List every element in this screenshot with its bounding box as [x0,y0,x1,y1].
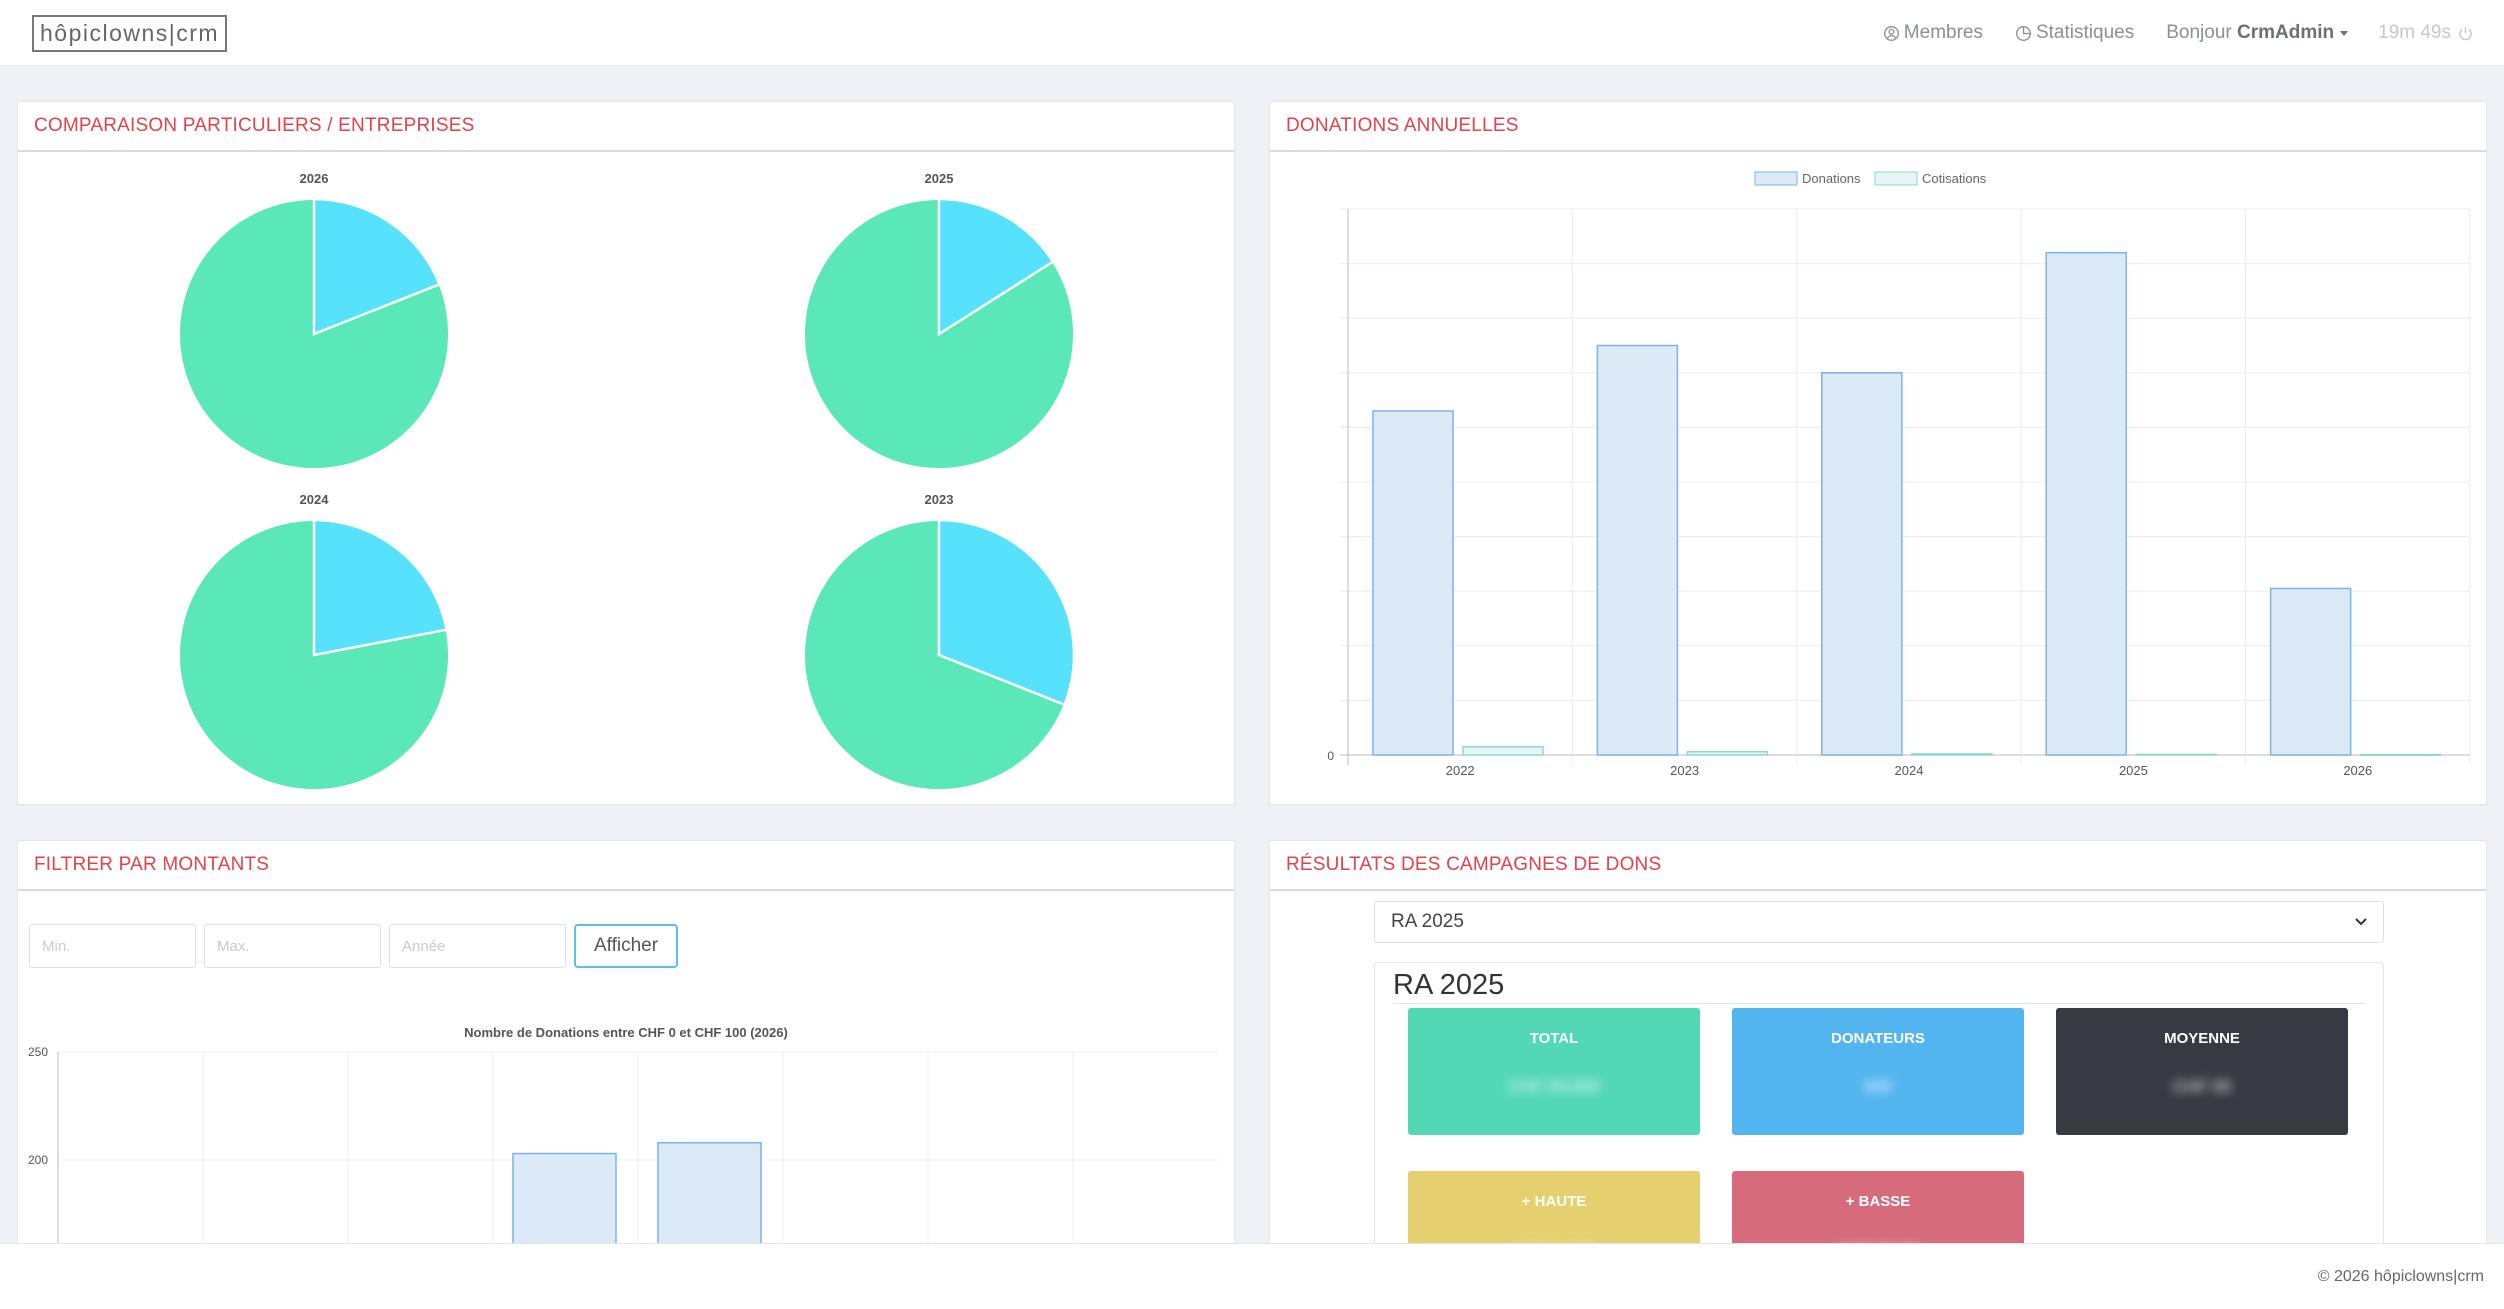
pie-chart-icon [2016,25,2031,41]
stat-total: TOTAL CHF 00,000 [1408,1008,1700,1135]
show-button[interactable]: Afficher [574,924,679,968]
bar-cotisations [2359,753,2442,756]
max-amount-input[interactable] [204,924,381,968]
min-amount-input[interactable] [29,924,196,968]
pie-chart [178,518,450,791]
legend-label-donations: Donations [1802,171,1861,186]
pie-slice-entreprises [937,197,1055,337]
stat-label: TOTAL [1529,1030,1579,1047]
bar-cotisations [2135,753,2217,756]
x-tick-label: 2024 [1895,763,1924,778]
chevron-down-icon [2355,918,2367,926]
top-navbar: hôpiclowns|crm Membres Statistiques Bonj… [0,0,2504,66]
x-tick-label: 2025 [2119,763,2148,778]
main-nav: Membres Statistiques Bonjour CrmAdmin 19… [1851,0,2474,66]
stat-label: + HAUTE [1521,1193,1587,1210]
bar-donations [1596,344,1679,756]
bar-donations [1821,372,1903,756]
chart-title: Nombre de Donations entre CHF 0 et CHF 1… [464,1025,788,1040]
stat-donors: DONATEURS 000 [1732,1008,2024,1135]
nav-members[interactable]: Membres [1883,22,1983,44]
bar-cotisations [1686,750,1769,756]
stat-label: DONATEURS [1831,1030,1925,1047]
bar-cotisations [1911,753,1993,756]
legend-swatch-cotisations [1874,171,1918,186]
campaign-select-value: RA 2025 [1391,911,1464,932]
pie-chart [178,197,450,470]
pie-slice-entreprises [312,518,449,657]
stat-value: CHF 00 [2172,1077,2232,1096]
x-tick-label: 2023 [1670,763,1699,778]
username: CrmAdmin [2237,22,2335,43]
greeting-text: Bonjour [2166,22,2232,43]
filter-form: Afficher [29,924,679,968]
session-timer-value: 19m 49s [2378,22,2451,43]
session-timer[interactable]: 19m 49s [2378,22,2474,44]
filter-panel: FILTRER PAR MONTANTS Afficher Nombre de … [17,840,1235,1250]
footer-copyright: © 2026 hôpiclowns|crm [2317,1268,2484,1285]
chart-legend: Donations Cotisations [1754,171,1987,186]
y-tick-label: 200 [28,1153,48,1167]
bar-donations [2269,587,2352,756]
legend-label-cotisations: Cotisations [1922,171,1987,186]
pie-title: 2025 [924,171,954,186]
panel-title: DONATIONS ANNUELLES [1286,115,1519,136]
nav-members-label: Membres [1903,22,1983,43]
app-logo[interactable]: hôpiclowns|crm [32,15,228,52]
pie-title: 2026 [299,171,329,186]
pie-slice-entreprises [937,518,1076,707]
annual-donations-panel: DONATIONS ANNUELLES Donations Cotisations… [1269,101,2487,805]
panel-title: RÉSULTATS DES CAMPAGNES DE DONS [1286,854,1662,875]
campaign-results-panel: RÉSULTATS DES CAMPAGNES DE DONS RA 2025 … [1269,840,2487,1250]
panel-header: RÉSULTATS DES CAMPAGNES DE DONS [1270,841,2486,891]
pie-title: 2024 [299,492,329,507]
panel-title: FILTRER PAR MONTANTS [34,854,270,875]
stat-highest: + HAUTECHF 0,000 [1408,1171,1700,1249]
user-menu[interactable]: Bonjour CrmAdmin [2166,22,2349,44]
stat-lowest: + BASSECHF 00.00 [1732,1171,2024,1249]
x-tick-label: 2022 [1446,763,1475,778]
panel-title: COMPARAISON PARTICULIERS / ENTREPRISES [34,115,475,136]
y-tick-label: 250 [28,1045,48,1059]
pie-slice-entreprises [312,197,442,336]
year-input[interactable] [389,924,566,968]
x-tick-label: 2026 [2343,763,2372,778]
campaign-card: RA 2025 TOTAL CHF 00,000 DONATEURS 000 MOYEN… [1374,962,2384,1249]
power-icon [2459,26,2472,40]
panel-header: FILTRER PAR MONTANTS [18,841,1234,891]
annual-bar-chart: Donations Cotisations 0 2022 2023 2024 2025 202… [1327,171,2471,778]
pie-chart [803,518,1076,791]
y-tick-label: 0 [1327,749,1334,763]
chevron-down-icon [2340,30,2349,36]
stat-label: + BASSE [1845,1193,1911,1210]
amount-bar-chart: Nombre de Donations entre CHF 0 et CHF 1… [28,1025,1218,1249]
bar-donations [2045,251,2127,756]
bar-donations [1372,410,1454,756]
pie-title: 2023 [924,492,954,507]
stat-average: MOYENNE CHF 00 [2056,1008,2348,1135]
nav-statistics-label: Statistiques [2035,22,2135,43]
campaign-title: RA 2025 [1393,969,1505,1001]
campaign-select[interactable]: RA 2025 [1374,901,2384,943]
pie-chart [803,197,1075,470]
bar-donation-count [512,1152,617,1249]
legend-swatch-donations [1754,171,1798,186]
panel-header: DONATIONS ANNUELLES [1270,102,2486,152]
users-icon [1883,25,1899,41]
stat-label: MOYENNE [2164,1030,2240,1047]
footer: © 2026 hôpiclowns|crm [0,1243,2504,1309]
divider [1393,1003,2365,1004]
comparison-panel: COMPARAISON PARTICULIERS / ENTREPRISES 2… [17,101,1235,805]
stat-value: 000 [1863,1077,1893,1096]
bar-cotisations [1462,746,1544,756]
bar-donation-count [657,1141,762,1249]
nav-statistics[interactable]: Statistiques [2015,22,2134,44]
stat-value: CHF 00,000 [1508,1077,1600,1096]
panel-header: COMPARAISON PARTICULIERS / ENTREPRISES [18,102,1234,152]
